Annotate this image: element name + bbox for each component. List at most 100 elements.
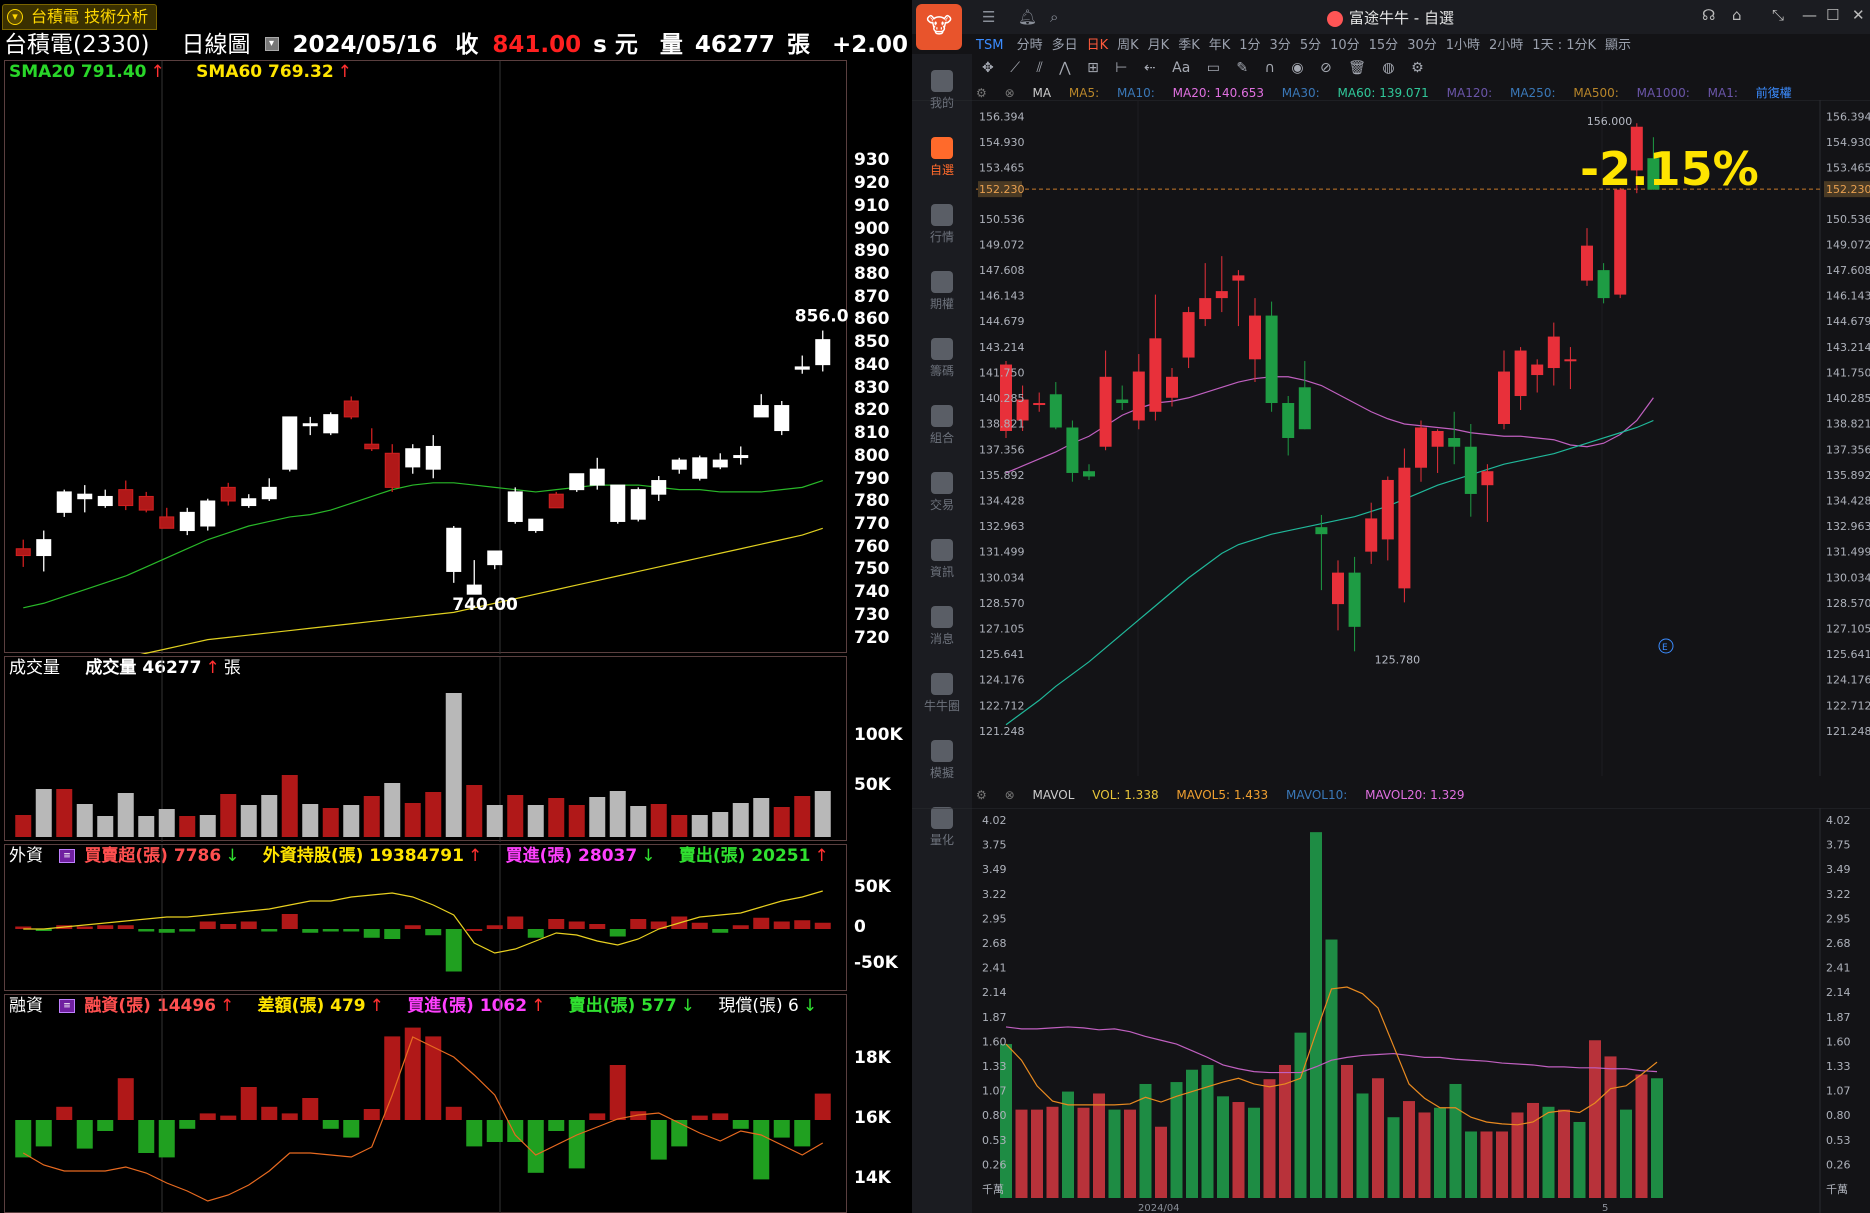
- settings-icon[interactable]: ⚙︎: [1411, 60, 1424, 76]
- candle-body: [138, 495, 154, 511]
- period-tab[interactable]: 1天 : 1分K: [1532, 38, 1597, 53]
- margin-bar: [425, 1036, 442, 1120]
- sidebar-item[interactable]: 量化: [912, 799, 972, 863]
- sidebar-item[interactable]: 籌碼: [912, 330, 972, 394]
- minimize-icon[interactable]: —: [1802, 6, 1817, 24]
- magnet-icon[interactable]: ∩: [1264, 60, 1275, 76]
- price-tick: 850: [854, 332, 890, 353]
- foreign-net-chart[interactable]: [5, 845, 848, 992]
- fib-tool-icon[interactable]: ⊞: [1087, 60, 1099, 76]
- maximize-icon[interactable]: ☐: [1826, 6, 1840, 24]
- trash-icon[interactable]: 🗑︎: [1348, 60, 1366, 76]
- period-tab[interactable]: 1小時: [1445, 38, 1481, 53]
- lock-icon[interactable]: ⊘: [1319, 60, 1332, 76]
- period-tab[interactable]: 周K: [1117, 38, 1139, 53]
- period-tab[interactable]: 日K: [1086, 38, 1109, 53]
- foreign-bar: [589, 924, 606, 929]
- sidebar-item[interactable]: 期權: [912, 263, 972, 327]
- candle-body: [1033, 403, 1046, 406]
- mavol-label[interactable]: MAVOL: [1032, 788, 1075, 802]
- foreign-bar: [220, 924, 237, 929]
- settings-icon[interactable]: ⚙︎: [976, 788, 987, 802]
- sidebar-item[interactable]: 模擬: [912, 732, 972, 796]
- comment-icon[interactable]: ▭: [1206, 60, 1220, 76]
- price-candlestick-chart[interactable]: 856.00 740.00: [5, 61, 848, 654]
- list-icon[interactable]: ≡: [59, 999, 75, 1013]
- sidebar-item[interactable]: 牛牛圈: [912, 665, 972, 729]
- text-tool-icon[interactable]: Aa: [1172, 60, 1191, 76]
- period-tab[interactable]: 30分: [1407, 38, 1437, 53]
- bell-icon[interactable]: 🔔︎: [1018, 8, 1038, 26]
- symbol-label[interactable]: TSM: [976, 38, 1004, 53]
- foreign-bar: [261, 929, 278, 932]
- period-tab[interactable]: 多日: [1051, 38, 1078, 53]
- sidebar-item[interactable]: 資訊: [912, 531, 972, 595]
- measure-icon[interactable]: ⊢: [1115, 60, 1128, 76]
- period-tab[interactable]: 2小時: [1489, 38, 1524, 53]
- shrink-icon[interactable]: ⤡: [1772, 6, 1785, 24]
- period-tab[interactable]: 10分: [1330, 38, 1360, 53]
- line-tool-icon[interactable]: ⟋: [1010, 60, 1020, 76]
- tab-menu-icon[interactable]: ▾: [7, 9, 23, 25]
- move-icon[interactable]: ✥: [982, 60, 994, 76]
- shirt-icon[interactable]: ⌂: [1732, 6, 1742, 24]
- close-icon[interactable]: ⊗: [1004, 788, 1015, 802]
- period-tab[interactable]: 3分: [1269, 38, 1291, 53]
- sidebar-item[interactable]: 交易: [912, 464, 972, 528]
- close-icon[interactable]: ✕: [1852, 6, 1865, 24]
- ma-label[interactable]: MA: [1032, 86, 1052, 100]
- price-tick-right: 122.712: [1826, 699, 1870, 712]
- mavol20-line: [1005, 1026, 1658, 1074]
- toggle-icon[interactable]: ◍: [1382, 60, 1395, 76]
- sidebar-item[interactable]: 行情: [912, 196, 972, 260]
- pen-icon[interactable]: ✎: [1236, 60, 1249, 76]
- period-tab[interactable]: 15分: [1368, 38, 1399, 53]
- period-tab[interactable]: 5分: [1299, 38, 1322, 53]
- candle-body: [610, 484, 626, 522]
- candle-body: [159, 516, 175, 529]
- headset-icon[interactable]: ☊: [1702, 6, 1716, 24]
- volume-bar: [1651, 1078, 1663, 1198]
- foreign-bar: [527, 929, 544, 938]
- volume-bar: [15, 815, 32, 837]
- period-tab[interactable]: 季K: [1178, 38, 1200, 53]
- period-tab[interactable]: 分時: [1016, 38, 1043, 53]
- period-tab[interactable]: 月K: [1147, 38, 1170, 53]
- settings-icon[interactable]: ⚙︎: [976, 86, 987, 100]
- period-tab[interactable]: 顯示: [1605, 38, 1632, 53]
- left-technical-analysis-window: ▾ 台積電 技術分析 台積電(2330) 日線圖 ▾ 2024/05/16 收 …: [0, 0, 912, 1213]
- arrow-tool-icon[interactable]: ⇠: [1143, 60, 1156, 76]
- ma30-label: MA30:: [1281, 86, 1320, 100]
- period-dropdown-icon[interactable]: ▾: [264, 36, 279, 51]
- period-tab[interactable]: 1分: [1239, 38, 1261, 53]
- candle-body: [1647, 158, 1660, 190]
- volume-bar: [35, 789, 52, 837]
- niuniu-avatar-icon[interactable]: 🐮︎: [916, 4, 962, 50]
- margin-chart[interactable]: [5, 995, 848, 1213]
- volume-bar: [1542, 1106, 1555, 1198]
- period-tab[interactable]: 年K: [1208, 38, 1231, 53]
- sidebar-icon: [931, 606, 953, 628]
- menu-icon[interactable]: ☰: [982, 8, 996, 26]
- sidebar-item[interactable]: 組合: [912, 397, 972, 461]
- close-icon[interactable]: ⊗: [1004, 86, 1015, 100]
- wave-tool-icon[interactable]: ⋀: [1059, 60, 1071, 76]
- price-tick-left: 128.570: [979, 597, 1025, 610]
- tsm-daily-candlestick-chart[interactable]: 156.000 125.780 156.394 156.394 154.930 154.9…: [912, 100, 1870, 776]
- volume-legend-unit: 張: [223, 658, 241, 678]
- foreign-bar: [691, 922, 708, 929]
- price-tick: 930: [854, 150, 890, 171]
- volume-bar-chart[interactable]: [5, 657, 848, 842]
- volume-tick-left: 2.68: [982, 937, 1007, 950]
- tsm-volume-chart[interactable]: 4.02 4.02 3.75 3.75 3.49 3.49 3.22 3.22 2.95 2.95…: [912, 808, 1870, 1213]
- analysis-tab[interactable]: ▾ 台積電 技術分析: [2, 4, 158, 30]
- sidebar-item[interactable]: 自選: [912, 129, 972, 193]
- channel-tool-icon[interactable]: ⫽: [1036, 60, 1043, 76]
- search-icon[interactable]: ⌕: [1050, 8, 1059, 26]
- sidebar-item[interactable]: 消息: [912, 598, 972, 662]
- adjust-button[interactable]: 前復權: [1755, 86, 1792, 100]
- list-icon[interactable]: ≡: [59, 849, 75, 863]
- eye-icon[interactable]: ◉: [1291, 60, 1304, 76]
- volume-bar: [1170, 1082, 1183, 1198]
- volume-bar: [384, 783, 401, 837]
